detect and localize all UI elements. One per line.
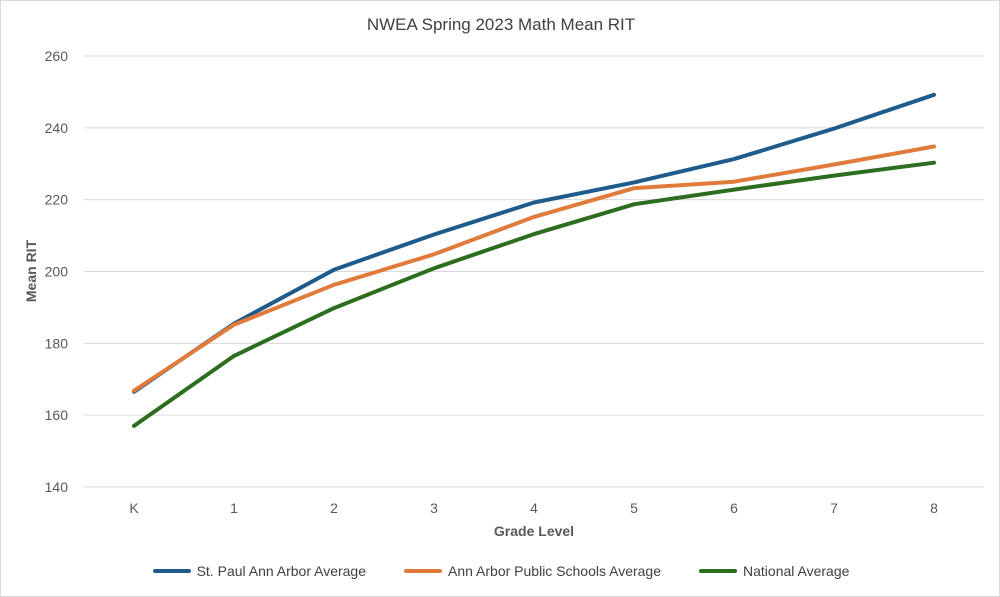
chart-legend: St. Paul Ann Arbor Average Ann Arbor Publ…	[1, 563, 1000, 579]
y-tick-label: 260	[45, 48, 69, 64]
x-axis-label: Grade Level	[494, 523, 574, 539]
chart-title: NWEA Spring 2023 Math Mean RIT	[367, 15, 635, 34]
x-tick-label: 4	[530, 500, 538, 516]
x-tick-label: 3	[430, 500, 438, 516]
legend-item: Ann Arbor Public Schools Average	[404, 563, 661, 579]
x-tick-label: 6	[730, 500, 738, 516]
x-tick-label: 5	[630, 500, 638, 516]
legend-swatch	[699, 569, 738, 573]
x-axis-ticks: K 1 2 3 4 5 6 7 8	[129, 500, 938, 516]
series-line-1	[132, 144, 936, 393]
x-tick-label: 7	[830, 500, 838, 516]
y-tick-label: 180	[45, 335, 69, 351]
gridlines	[84, 55, 984, 488]
series-lines	[132, 92, 936, 428]
y-axis-ticks: 140 160 180 200 220 240 260	[45, 48, 69, 495]
y-tick-label: 240	[45, 120, 69, 136]
x-tick-label: 1	[230, 500, 238, 516]
y-tick-label: 220	[45, 192, 69, 208]
series-line-2	[132, 160, 936, 428]
x-tick-label: 2	[330, 500, 338, 516]
legend-item: St. Paul Ann Arbor Average	[152, 563, 367, 579]
legend-swatch	[152, 569, 191, 573]
legend-label: St. Paul Ann Arbor Average	[196, 563, 367, 579]
legend-swatch	[404, 569, 443, 573]
y-tick-label: 140	[45, 479, 69, 495]
x-tick-label: K	[129, 500, 139, 516]
line-chart: NWEA Spring 2023 Math Mean RIT 140 160 180…	[23, 15, 984, 539]
legend-item: National Average	[699, 563, 849, 579]
legend-label: Ann Arbor Public Schools Average	[448, 563, 662, 579]
series-line-0	[132, 92, 936, 394]
y-axis-label: Mean RIT	[23, 239, 39, 302]
y-tick-label: 200	[45, 264, 69, 280]
y-tick-label: 160	[45, 407, 69, 423]
x-tick-label: 8	[930, 500, 938, 516]
legend-label: National Average	[743, 563, 850, 579]
